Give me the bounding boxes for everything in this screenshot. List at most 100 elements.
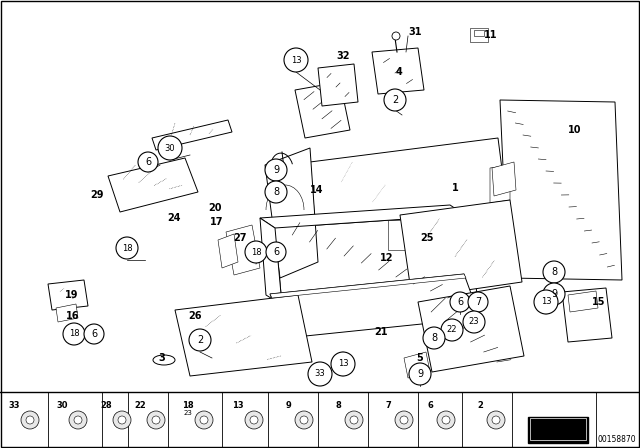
Polygon shape: [310, 138, 516, 282]
Text: 9: 9: [273, 165, 279, 175]
Circle shape: [245, 411, 263, 429]
Text: 28: 28: [100, 401, 112, 410]
Text: 20: 20: [208, 203, 221, 213]
Polygon shape: [388, 220, 438, 250]
Circle shape: [492, 416, 500, 424]
Bar: [528, 417, 588, 443]
Polygon shape: [400, 200, 522, 298]
Text: 6: 6: [145, 157, 151, 167]
Circle shape: [543, 261, 565, 283]
Circle shape: [116, 237, 138, 259]
Text: 7: 7: [385, 401, 391, 410]
Text: 18: 18: [122, 244, 132, 253]
Circle shape: [295, 411, 313, 429]
Text: 26: 26: [188, 311, 202, 321]
Text: 17: 17: [210, 217, 223, 227]
Circle shape: [468, 292, 488, 312]
Text: 8: 8: [431, 333, 437, 343]
Polygon shape: [568, 291, 598, 312]
Text: 10: 10: [568, 125, 582, 135]
Circle shape: [63, 323, 85, 345]
Circle shape: [534, 290, 558, 314]
Text: 18: 18: [251, 247, 261, 257]
Polygon shape: [218, 234, 238, 268]
Polygon shape: [295, 82, 350, 138]
Circle shape: [189, 329, 211, 351]
Text: 8: 8: [335, 401, 341, 410]
Text: 12: 12: [380, 253, 394, 263]
Text: 23: 23: [184, 410, 193, 416]
Circle shape: [308, 362, 332, 386]
Text: 21: 21: [374, 327, 387, 337]
Text: 31: 31: [408, 27, 422, 37]
Polygon shape: [470, 28, 488, 42]
Polygon shape: [562, 288, 612, 342]
Polygon shape: [492, 162, 516, 196]
Circle shape: [442, 416, 450, 424]
Ellipse shape: [153, 355, 175, 365]
Circle shape: [437, 411, 455, 429]
Circle shape: [266, 242, 286, 262]
Text: 4: 4: [396, 67, 403, 77]
Text: 30: 30: [56, 401, 68, 410]
Circle shape: [74, 416, 82, 424]
Polygon shape: [175, 295, 312, 376]
Circle shape: [409, 363, 431, 385]
Circle shape: [392, 32, 400, 40]
Polygon shape: [270, 274, 466, 298]
Text: 8: 8: [273, 187, 279, 197]
Text: 16: 16: [66, 311, 79, 321]
Circle shape: [250, 416, 258, 424]
Text: 23: 23: [468, 318, 479, 327]
Text: 3: 3: [158, 353, 164, 363]
Circle shape: [300, 416, 308, 424]
Circle shape: [384, 89, 406, 111]
Text: 2: 2: [477, 401, 483, 410]
Text: 1: 1: [452, 183, 459, 193]
Text: 7: 7: [475, 297, 481, 307]
Polygon shape: [48, 280, 88, 310]
Text: 27: 27: [233, 233, 246, 243]
Circle shape: [26, 416, 34, 424]
Polygon shape: [108, 158, 198, 212]
Text: 8: 8: [551, 267, 557, 277]
Text: 30: 30: [164, 143, 175, 152]
Circle shape: [195, 411, 213, 429]
Text: 13: 13: [338, 359, 348, 369]
Text: 9: 9: [417, 369, 423, 379]
Text: 29: 29: [90, 190, 104, 200]
Circle shape: [147, 411, 165, 429]
Text: 5: 5: [416, 353, 423, 363]
Circle shape: [400, 416, 408, 424]
Circle shape: [113, 411, 131, 429]
Text: 13: 13: [541, 297, 551, 306]
Circle shape: [69, 411, 87, 429]
Polygon shape: [275, 215, 478, 305]
Text: 11: 11: [484, 30, 497, 40]
Text: 19: 19: [65, 290, 79, 300]
Text: 18: 18: [182, 401, 194, 410]
Text: 33: 33: [315, 370, 325, 379]
Text: 6: 6: [427, 401, 433, 410]
Circle shape: [152, 416, 160, 424]
Text: 2: 2: [197, 335, 203, 345]
Text: 33: 33: [8, 401, 20, 410]
Text: 00158870: 00158870: [597, 435, 636, 444]
Text: 14: 14: [310, 185, 323, 195]
Text: 25: 25: [420, 233, 433, 243]
Circle shape: [450, 292, 470, 312]
Text: 2: 2: [392, 95, 398, 105]
Circle shape: [463, 311, 485, 333]
Circle shape: [423, 327, 445, 349]
Polygon shape: [490, 165, 510, 203]
Circle shape: [331, 352, 355, 376]
Circle shape: [245, 241, 267, 263]
Polygon shape: [318, 64, 358, 106]
Polygon shape: [260, 205, 465, 228]
Polygon shape: [226, 225, 260, 275]
Text: 13: 13: [232, 401, 244, 410]
Circle shape: [350, 416, 358, 424]
Polygon shape: [500, 100, 622, 280]
Circle shape: [118, 416, 126, 424]
Circle shape: [395, 411, 413, 429]
